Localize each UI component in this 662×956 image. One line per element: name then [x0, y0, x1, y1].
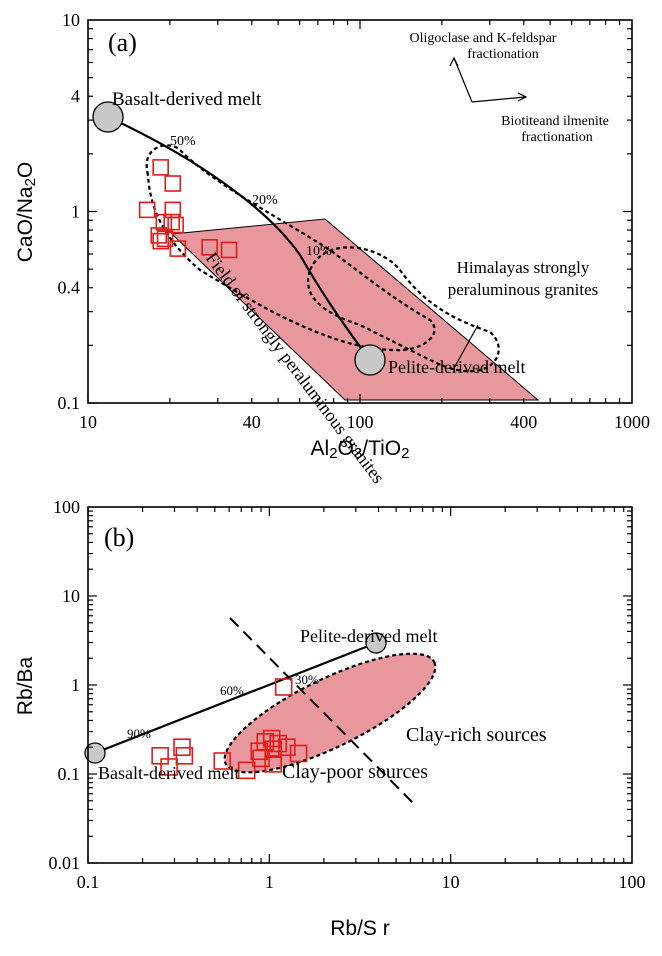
sample-point-b-3: [151, 747, 169, 765]
fractionation-arrow-head-1: [449, 56, 459, 67]
sample-point-a-8: [156, 230, 174, 248]
oligoclase-label-line2: fractionation: [467, 47, 539, 62]
panel-label-b: (b): [104, 523, 134, 552]
mix-mark-20: 20%: [252, 193, 278, 208]
source-divider-line: [229, 617, 417, 807]
clay-rich-label: Clay-rich sources: [406, 724, 547, 746]
pelite-endmember-a: [354, 344, 386, 376]
mix-mark-10: 10%: [306, 244, 332, 259]
sample-point-a-11: [201, 239, 218, 256]
b-xtick-label: 100: [619, 872, 646, 892]
x-axis-label-b: Rb/S r: [330, 917, 390, 940]
sample-point-a-6: [167, 216, 184, 234]
biotite-label-line1: Biotiteand ilmenite: [501, 114, 609, 129]
sample-point-b-10: [264, 740, 282, 758]
a-ytick-label: 10: [62, 10, 80, 30]
a-ytick-label: 0.1: [58, 393, 81, 413]
b-ytick-label: 1: [71, 675, 80, 695]
y-axis-label-b: Rb/Ba: [14, 657, 37, 716]
sample-point-a-1: [164, 175, 182, 192]
b-ytick-label: 0.1: [58, 764, 81, 784]
sample-point-b-0: [274, 678, 293, 696]
sample-point-b-4: [160, 758, 178, 776]
mix-mark-90: 90%: [127, 726, 151, 741]
sample-point-b-12: [278, 738, 296, 757]
mix-mark-50: 50%: [170, 134, 196, 149]
sample-point-b-15: [250, 742, 269, 761]
a-xtick-label: 100: [347, 412, 374, 432]
fractionation-arrow-shaft-2: [471, 96, 526, 103]
sample-point-a-10: [169, 240, 187, 257]
sample-point-b-14: [264, 755, 282, 773]
himalayas-leader-line: [452, 324, 479, 371]
y-axis-label-a: CaO/Na2O: [14, 162, 39, 263]
b-ytick-label: 10: [62, 586, 80, 606]
basalt-endmember-b: [84, 742, 106, 764]
samples-b: [151, 678, 308, 780]
a-ytick-label: 4: [71, 86, 80, 106]
mixing-curve: [107, 116, 371, 361]
oligoclase-label-line1: Oligoclase and K-feldspar: [410, 31, 557, 46]
clay-rich-ellipse-outline: [223, 652, 437, 774]
sample-point-a-9: [152, 232, 169, 250]
himalayas-label-line1: Himalayas strongly: [457, 258, 590, 277]
basalt-label-a: Basalt-derived melt: [112, 89, 262, 110]
himalayas-label-line2: peraluminous granites: [448, 280, 599, 299]
sample-point-b-6: [237, 761, 256, 780]
sample-point-b-2: [175, 747, 194, 765]
mix-mark-30: 30%: [295, 672, 319, 687]
sample-point-b-5: [213, 752, 232, 770]
sample-point-a-7: [150, 227, 168, 244]
sample-point-a-12: [220, 241, 238, 259]
sample-point-a-2: [138, 201, 156, 219]
fractionation-arrow-head-2: [517, 92, 528, 102]
clay-poor-label: Clay-poor sources: [282, 761, 428, 783]
sample-point-a-0: [152, 159, 169, 176]
a-ytick-label: 1: [71, 202, 80, 222]
mix-mark-60: 60%: [220, 683, 244, 698]
biotite-label-line2: fractionation: [521, 130, 593, 145]
b-xtick-label: 10: [442, 872, 460, 892]
a-xtick-label: 40: [243, 412, 261, 432]
sample-point-a-5: [163, 213, 180, 231]
basalt-endmember-a: [92, 101, 124, 133]
pelite-endmember-b: [365, 632, 387, 654]
basalt-label-b: Basalt-derived melt: [98, 763, 239, 783]
panel-label-a: (a): [108, 28, 137, 57]
axis-ticks-a: 10 40 100 400 1000 10 4 1 0.4 0.1: [58, 10, 651, 432]
b-ytick-label: 0.01: [49, 853, 81, 873]
pelite-label-b: Pelite-derived melt: [300, 626, 437, 646]
a-xtick-label: 1000: [614, 412, 650, 432]
panel-a: 10 40 100 400 1000 10 4 1 0.4 0.1 (a) Basalt-deri…: [14, 10, 650, 487]
mixing-envelope: [145, 144, 436, 352]
b-ytick-label: 100: [53, 497, 80, 517]
a-xtick-label: 400: [510, 412, 537, 432]
samples-a: [138, 159, 238, 259]
b-xtick-label: 1: [265, 872, 274, 892]
pelite-label-a: Pelite-derived melt: [388, 357, 525, 377]
a-xtick-label: 10: [79, 412, 97, 432]
sample-point-b-13: [289, 744, 308, 763]
mixing-line-b: [94, 641, 377, 755]
b-xtick-label: 0.1: [77, 872, 100, 892]
clay-rich-ellipse-fill: [224, 653, 436, 773]
a-ytick-label: 0.4: [58, 278, 81, 298]
